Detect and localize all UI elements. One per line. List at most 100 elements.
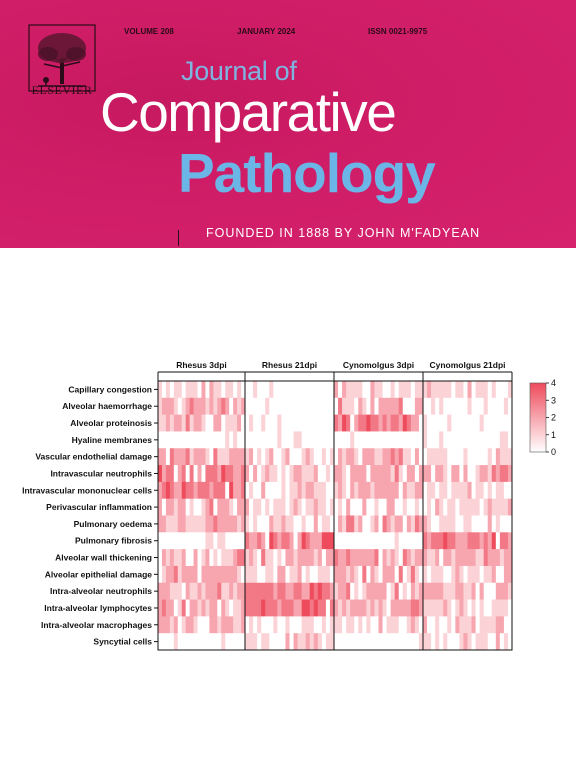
- heatmap-cell: [329, 397, 335, 415]
- heatmap-cell: [329, 381, 335, 399]
- heatmap-cell: [173, 633, 179, 651]
- heatmap-cell: [301, 582, 306, 600]
- heatmap-cell: [285, 431, 290, 449]
- heatmap-cell: [439, 515, 444, 533]
- heatmap-cell: [346, 599, 351, 617]
- heatmap-cell: [447, 616, 452, 634]
- heatmap-cell: [362, 599, 367, 617]
- heatmap-cell: [321, 633, 327, 651]
- heatmap-cell: [305, 465, 311, 483]
- heatmap-cell: [245, 599, 250, 617]
- heatmap-cell: [487, 549, 493, 567]
- heatmap-cell: [410, 616, 416, 634]
- heatmap-cell: [161, 414, 167, 432]
- heatmap-cell: [346, 465, 351, 483]
- heatmap-cell: [507, 616, 513, 634]
- heatmap-cell: [185, 633, 190, 651]
- heatmap-cell: [370, 633, 375, 651]
- row-label: Pulmonary fibrosis: [75, 536, 152, 546]
- heatmap-cell: [209, 431, 214, 449]
- heatmap-cell: [499, 565, 505, 584]
- heatmap-cell: [201, 599, 206, 617]
- row-label: Intravascular mononuclear cells: [22, 485, 152, 495]
- heatmap-cell: [261, 431, 266, 449]
- heatmap-cell: [455, 465, 460, 483]
- heatmap-cell: [173, 565, 179, 584]
- heatmap-cell: [185, 448, 190, 466]
- heatmap-cell: [313, 549, 319, 567]
- heatmap-cell: [277, 397, 282, 415]
- heatmap-cell: [177, 498, 183, 516]
- heatmap-cell: [217, 616, 222, 634]
- heatmap-cell: [366, 549, 371, 567]
- heatmap-cell: [366, 414, 371, 432]
- heatmap-cell: [197, 481, 202, 499]
- heatmap-cell: [431, 431, 436, 449]
- heatmap-cell: [423, 465, 428, 483]
- heatmap-cell: [161, 599, 167, 617]
- heatmap-cell: [177, 381, 183, 399]
- heatmap-cell: [169, 498, 175, 516]
- heatmap-cell: [329, 599, 335, 617]
- heatmap-cell: [402, 448, 408, 466]
- heatmap-cell: [410, 465, 416, 483]
- heatmap-cell: [309, 515, 315, 533]
- heatmap-cell: [418, 549, 424, 567]
- heatmap-cell: [463, 481, 468, 499]
- heatmap-cell: [507, 465, 513, 483]
- heatmap-cell: [451, 549, 456, 567]
- heatmap-cell: [487, 515, 493, 533]
- heatmap-cell: [447, 633, 452, 651]
- heatmap-cell: [479, 481, 484, 499]
- heatmap-cell: [213, 431, 218, 449]
- heatmap-cell: [217, 633, 222, 651]
- heatmap-cell: [289, 414, 294, 432]
- heatmap-cell: [217, 481, 222, 499]
- heatmap-cell: [277, 633, 282, 651]
- heatmap-cell: [265, 481, 270, 499]
- heatmap-cell: [334, 616, 339, 634]
- heatmap-cell: [350, 565, 355, 584]
- row-label: Alveolar epithelial damage: [45, 569, 153, 579]
- heatmap-cell: [374, 381, 379, 399]
- heatmap-cell: [265, 397, 270, 415]
- heatmap-cell: [173, 498, 179, 516]
- heatmap-cell: [366, 565, 371, 584]
- heatmap-cell: [374, 498, 379, 516]
- heatmap-cell: [459, 515, 464, 533]
- heatmap-cell: [257, 582, 262, 600]
- heatmap-cell: [499, 448, 505, 466]
- heatmap-cell: [366, 616, 371, 634]
- heatmap-cell: [221, 465, 226, 483]
- heatmap-cell: [241, 414, 246, 432]
- heatmap-cell: [309, 599, 315, 617]
- heatmap-cell: [273, 582, 278, 600]
- heatmap-cell: [329, 532, 335, 550]
- heatmap-cell: [317, 498, 323, 516]
- heatmap-cell: [193, 414, 198, 432]
- heatmap-cell: [346, 481, 351, 499]
- heatmap-cell: [209, 498, 214, 516]
- heatmap-cell: [265, 633, 270, 651]
- heatmap-cell: [213, 532, 218, 550]
- heatmap-cell: [459, 633, 464, 651]
- heatmap-cell: [463, 397, 468, 415]
- heatmap-cell: [161, 582, 167, 600]
- heatmap-cell: [165, 414, 171, 432]
- heatmap-cell: [285, 599, 290, 617]
- heatmap-cell: [165, 397, 171, 415]
- heatmap-cell: [249, 431, 254, 449]
- heatmap-cell: [301, 633, 306, 651]
- heatmap-cell: [253, 565, 258, 584]
- heatmap-cell: [390, 633, 395, 651]
- heatmap-cell: [329, 616, 335, 634]
- heatmap-cell: [431, 582, 436, 600]
- heatmap-cell: [418, 565, 424, 584]
- heatmap-cell: [431, 414, 436, 432]
- heatmap-cell: [435, 431, 440, 449]
- heatmap-cell: [459, 414, 464, 432]
- heatmap-cell: [213, 616, 218, 634]
- heatmap-cell: [177, 515, 183, 533]
- heatmap-cell: [342, 465, 347, 483]
- heatmap-cell: [237, 431, 242, 449]
